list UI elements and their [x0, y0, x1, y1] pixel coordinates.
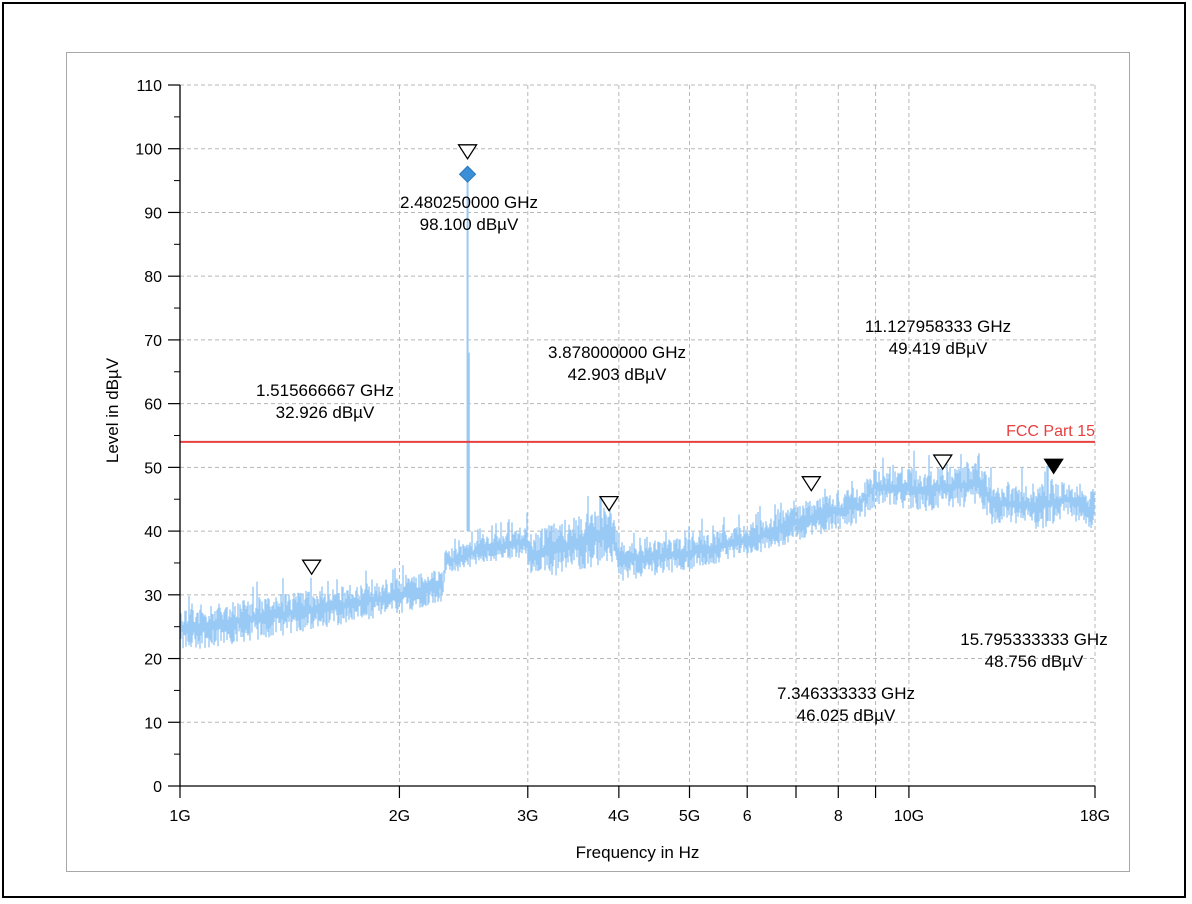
- limit-line-label: FCC Part 15: [1006, 423, 1095, 440]
- annotation-level: 32.926 dBµV: [276, 403, 375, 422]
- grid: [179, 84, 1096, 787]
- y-tick-label: 0: [153, 779, 162, 796]
- x-tick-label: 10G: [894, 808, 924, 825]
- x-axis-title: Frequency in Hz: [576, 843, 700, 862]
- y-tick-label: 80: [144, 269, 162, 286]
- annotation-frequency: 1.515666667 GHz: [256, 381, 394, 400]
- peak-diamond: [458, 165, 477, 183]
- y-tick-label: 30: [144, 588, 162, 605]
- annotation-level: 48.756 dBµV: [985, 652, 1084, 671]
- marker-triangle: [932, 454, 953, 471]
- annotation-level: 98.100 dBµV: [420, 215, 519, 234]
- x-tick-label: 4G: [608, 808, 629, 825]
- x-tick-label: 2G: [389, 808, 410, 825]
- marker-triangle: [457, 144, 478, 161]
- annotation-level: 49.419 dBµV: [889, 339, 988, 358]
- y-tick-label: 70: [144, 333, 162, 350]
- annotation-frequency: 11.127958333 GHz: [865, 317, 1011, 336]
- y-tick-label: 110: [136, 78, 162, 95]
- trace-band: [180, 450, 1095, 649]
- marker-annotations: 2.480250000 GHz 98.100 dBµV 1.515666667 GH…: [256, 193, 1108, 725]
- marker-triangle: [301, 559, 322, 576]
- y-tick-label: 50: [144, 460, 162, 477]
- y-tick-label: 100: [135, 142, 162, 159]
- annotation-frequency: 2.480250000 GHz: [400, 193, 538, 212]
- marker-triangle: [801, 476, 822, 492]
- marker-triangle: [598, 495, 620, 512]
- x-tick-label: 1G: [169, 808, 190, 825]
- y-tick-label: 60: [144, 397, 162, 414]
- annotation-level: 46.025 dBµV: [797, 706, 896, 725]
- y-tick-label: 40: [144, 524, 162, 541]
- annotation-frequency: 7.346333333 GHz: [777, 684, 915, 703]
- x-tick-label: 8: [834, 808, 843, 825]
- annotation-frequency: 15.795333333 GHz: [960, 630, 1107, 649]
- x-tick-label: 6: [743, 808, 752, 825]
- y-tick-label: 90: [144, 205, 162, 222]
- limit-line-group: FCC Part 15: [180, 423, 1095, 443]
- x-tick-label: 3G: [517, 808, 538, 825]
- x-tick-label: 5G: [679, 808, 700, 825]
- y-tick-label: 10: [144, 715, 162, 732]
- annotation-frequency: 3.878000000 GHz: [548, 343, 686, 362]
- y-axis-title: Level in dBµV: [103, 357, 122, 463]
- markers: [301, 144, 1064, 576]
- annotation-level: 42.903 dBµV: [568, 365, 667, 384]
- axes: 0 10 20 30 40 50 60 70 80 90 100 110 1G 2G 3G 4G 5G 6 8 10G…: [135, 78, 1110, 825]
- marker-triangle: [1043, 458, 1064, 475]
- chart-panel: [66, 52, 1130, 872]
- x-tick-label: 18G: [1080, 808, 1110, 825]
- y-tick-label: 20: [144, 652, 162, 669]
